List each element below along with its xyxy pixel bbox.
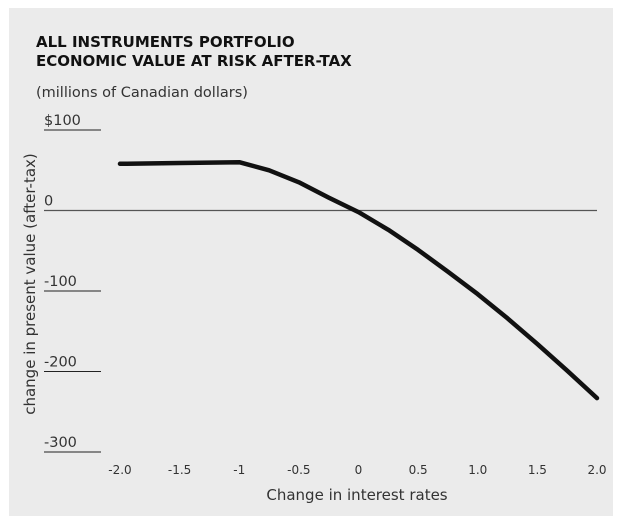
series-group <box>117 159 600 401</box>
y-tick-label: -100 <box>44 274 77 290</box>
y-axis-label: change in present value (after-tax) <box>21 153 39 415</box>
y-tick-label: -200 <box>44 355 77 371</box>
x-tick-label: -1.5 <box>168 463 191 477</box>
chart-subtitle: (millions of Canadian dollars) <box>36 85 248 101</box>
x-tick-label: -1 <box>233 463 245 477</box>
x-tick-label: 1.0 <box>468 463 487 477</box>
x-tick-label: -2.0 <box>108 463 131 477</box>
x-tick-label: 0 <box>355 463 363 477</box>
chart-panel <box>9 8 613 516</box>
x-tick-label: -0.5 <box>287 463 310 477</box>
y-axis: $100 0 -100 -200 -300 <box>44 113 597 453</box>
chart-title-line-1: ALL INSTRUMENTS PORTFOLIO <box>36 33 295 51</box>
y-tick-label: 0 <box>44 194 53 210</box>
x-axis: -2.0 -1.5 -1 -0.5 0 0.5 1.0 1.5 2.0 <box>108 463 606 477</box>
x-tick-label: 1.5 <box>528 463 547 477</box>
y-tick-label: $100 <box>44 113 81 129</box>
chart-title-line-2: ECONOMIC VALUE AT RISK AFTER-TAX <box>36 52 352 70</box>
chart-title: ALL INSTRUMENTS PORTFOLIO ECONOMIC VALUE… <box>36 33 352 71</box>
x-tick-label: 2.0 <box>587 463 606 477</box>
x-tick-label: 0.5 <box>409 463 428 477</box>
series-line <box>117 159 600 401</box>
y-tick-label: -300 <box>44 435 77 451</box>
x-axis-label: Change in interest rates <box>266 486 447 504</box>
